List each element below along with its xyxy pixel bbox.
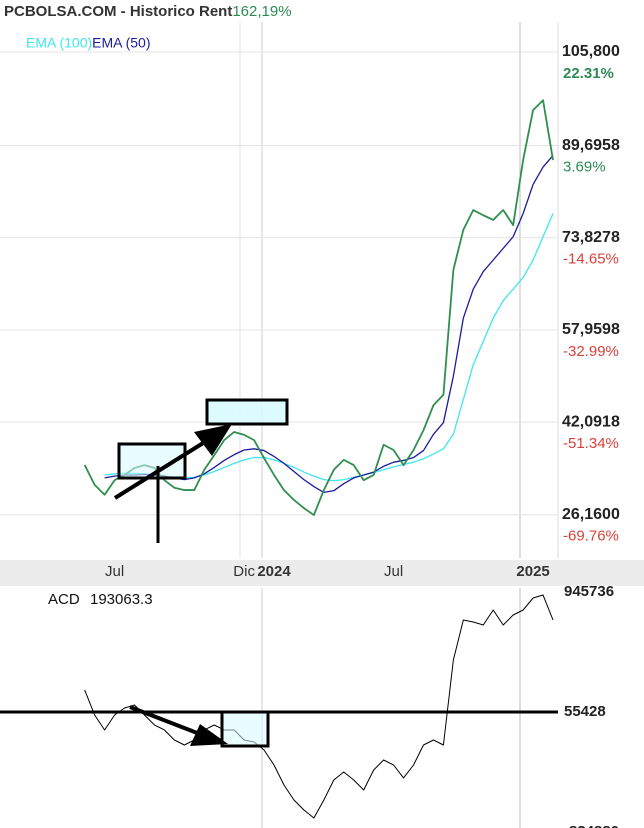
indicator-name: ACD: [48, 591, 80, 608]
arrow-head: [190, 724, 228, 746]
x-axis-band: [0, 560, 644, 586]
data-layer: 105,800 22.31% 89,6958 3.69% 73,8278 -14.65% 5…: [0, 35, 620, 828]
y-tick-change: -69.76%: [563, 528, 619, 545]
title: PCBOLSA.COM - Historico Rent162,19%: [4, 3, 292, 20]
annotation-arrow: [113, 438, 210, 500]
y-tick-change: -14.65%: [563, 251, 619, 268]
x-tick-label: 2025: [516, 563, 549, 580]
indicator-value: 193063.3: [90, 591, 153, 608]
y-tick-change: 22.31%: [563, 65, 614, 82]
y-tick-label: 55428: [564, 703, 606, 720]
y-tick-label: 42,0918: [562, 413, 620, 430]
arrow-head: [194, 424, 232, 456]
ema-line: [104, 154, 554, 494]
y-tick-label: 73,8278: [562, 229, 620, 246]
y-tick-label: 89,6958: [562, 137, 620, 154]
y-tick-label: 26,1600: [562, 506, 620, 523]
annotation-arrow: [129, 705, 206, 738]
legend-entry: EMA (100): [26, 35, 92, 51]
y-tick-label: 105,800: [562, 43, 620, 60]
acd-line: [84, 594, 554, 819]
y-tick-change: -51.34%: [563, 435, 619, 452]
annotations: [113, 398, 289, 748]
title-value: 162,19%: [232, 3, 291, 20]
title-text: PCBOLSA.COM - Historico Rent: [4, 3, 232, 20]
annotation-box: [205, 398, 289, 426]
x-tick-label: 2024: [257, 563, 291, 580]
y-tick-label: 945736: [564, 583, 614, 600]
legend-entry: EMA (50): [92, 35, 150, 51]
y-tick-change: -32.99%: [563, 343, 619, 360]
y-tick-label: -834880: [564, 823, 619, 828]
annotation-box: [220, 710, 270, 748]
y-tick-label: 57,9598: [562, 321, 620, 338]
ema-line: [104, 213, 554, 482]
x-tick-label: Jul: [105, 563, 124, 580]
y-tick-change: 3.69%: [563, 159, 606, 176]
x-tick-label: Jul: [384, 563, 403, 580]
x-tick-label: Dic: [233, 563, 255, 580]
